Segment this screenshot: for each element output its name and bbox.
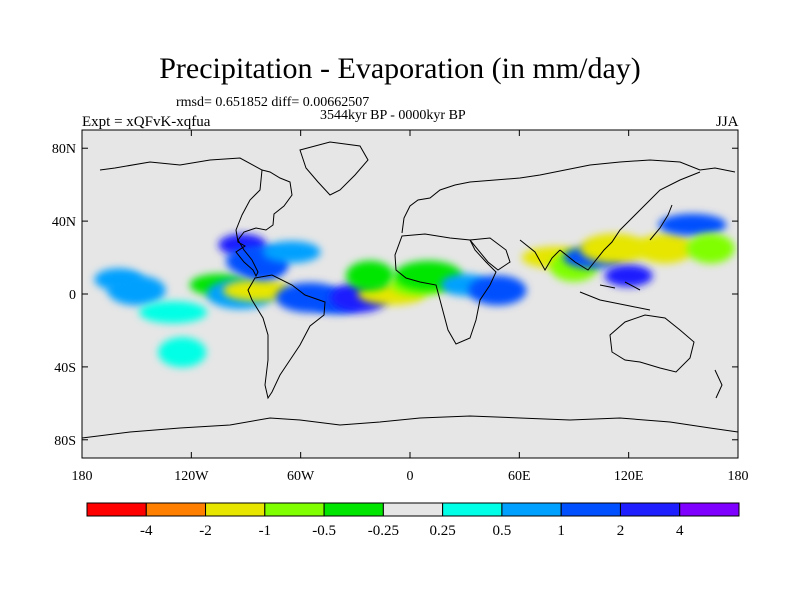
map-title: Precipitation - Evaporation (in mm/day) — [159, 52, 641, 85]
anomaly-patch — [222, 279, 291, 302]
anomaly-patch — [107, 275, 166, 306]
colorbar-swatch — [264, 502, 325, 517]
y-tick-label: 40N — [52, 215, 76, 230]
y-tick-label: 40S — [54, 361, 76, 376]
colorbar-label: 4 — [676, 523, 684, 539]
coastline-australia — [609, 314, 695, 373]
coastline-europe — [401, 159, 736, 234]
colorbar-label: -2 — [199, 523, 212, 539]
stats-subtitle: rmsd= 0.651852 diff= 0.00662507 — [176, 95, 370, 110]
colorbar: -4 -2 -1 -0.5 -0.25 0.25 0.5 1 2 4 — [86, 502, 740, 539]
y-tick-label: 0 — [69, 288, 76, 303]
anomaly-patch — [345, 260, 394, 291]
coastline-japan — [649, 204, 673, 241]
colorbar-label: -0.25 — [368, 523, 399, 539]
colorbar-label: -4 — [140, 523, 153, 539]
season-label: JJA — [716, 114, 739, 130]
anomaly-patch — [686, 233, 735, 264]
experiment-label: Expt = xQFvK-xqfua — [82, 114, 211, 130]
colorbar-label: 2 — [617, 523, 625, 539]
anomaly-patch — [158, 337, 207, 368]
x-tick-label: 120E — [614, 469, 644, 484]
coastline-indonesia — [579, 281, 651, 311]
y-tick-label: 80N — [52, 142, 76, 157]
anomaly-patch — [636, 233, 695, 264]
coastlines — [82, 141, 738, 439]
colorbar-swatch — [323, 502, 384, 517]
anomaly-patch — [658, 213, 727, 236]
x-tick-label: 0 — [407, 469, 414, 484]
colorbar-label: 1 — [557, 523, 565, 539]
colorbar-swatch — [86, 502, 147, 517]
period-subtitle: 3544kyr BP - 0000kyr BP — [320, 108, 466, 123]
anomaly-patch — [139, 301, 208, 324]
colorbar-swatch — [619, 502, 681, 517]
anomaly-patch — [580, 233, 649, 264]
colorbar-swatch — [205, 502, 266, 517]
coastline-south-america — [247, 274, 326, 400]
anomaly-patch — [262, 241, 321, 264]
coastline-east-asia — [559, 171, 701, 271]
x-tick-label: 120W — [174, 469, 209, 484]
colorbar-swatch — [145, 502, 207, 517]
coastline-new-zealand — [714, 369, 723, 399]
x-tick-label: 180 — [72, 469, 93, 484]
colorbar-swatch — [442, 502, 503, 517]
colorbar-label: -0.5 — [312, 523, 336, 539]
colorbar-label: 0.25 — [430, 523, 456, 539]
anomaly-patch — [604, 264, 653, 287]
colorbar-swatch — [382, 502, 444, 517]
colorbar-swatch — [560, 502, 621, 517]
anomaly-patch — [468, 275, 527, 306]
coastline-india — [519, 239, 561, 272]
coastline-antarctica — [82, 415, 738, 439]
x-tick-label: 60E — [508, 469, 531, 484]
x-tick-label: 180 — [728, 469, 749, 484]
axis-ticks: 180 120W 60W 0 60E 120E 180 80N 40N 0 40S 80S — [52, 130, 749, 484]
colorbar-label: -1 — [259, 523, 272, 539]
y-tick-label: 80S — [54, 434, 76, 449]
colorbar-label: 0.5 — [493, 523, 512, 539]
coastline-north-america — [99, 157, 293, 278]
coastline-greenland — [299, 141, 369, 196]
colorbar-swatch — [679, 502, 740, 517]
coastline-arabia — [469, 237, 511, 271]
x-tick-label: 60W — [287, 469, 315, 484]
colorbar-swatch — [501, 502, 562, 517]
